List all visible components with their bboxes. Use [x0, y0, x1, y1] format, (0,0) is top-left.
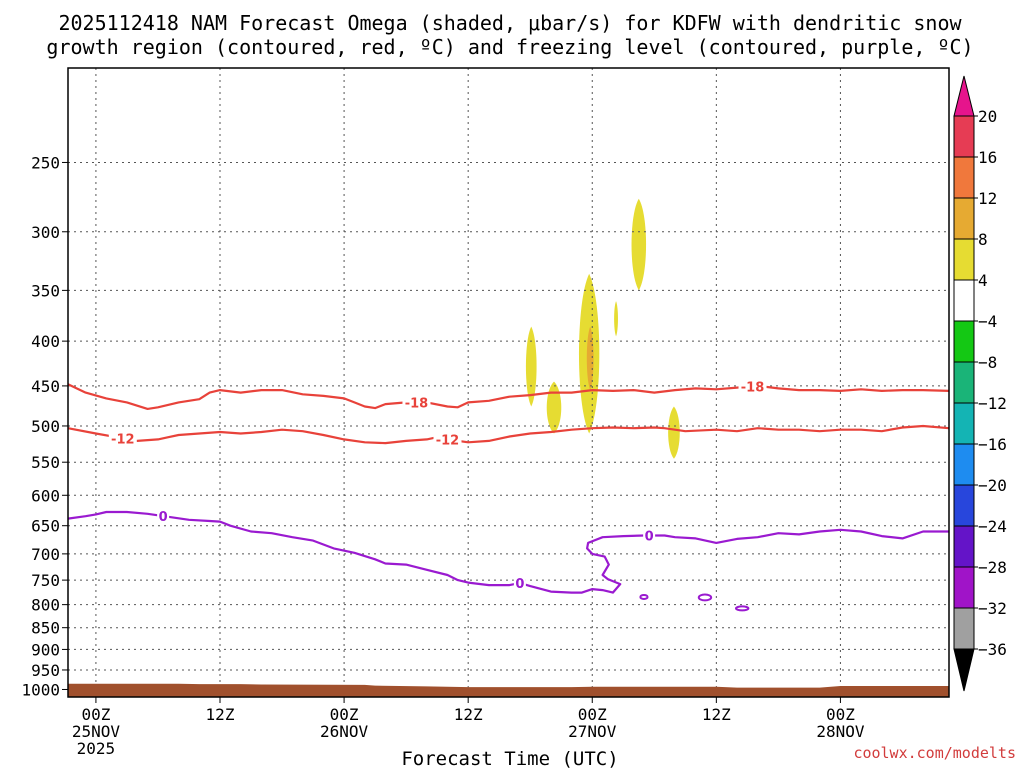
terrain-layer: [68, 683, 949, 697]
freezing-level-contour-label-bg-0: [157, 508, 170, 525]
y-tick-label-300: 300: [31, 223, 60, 242]
colorbar-band-4: [953, 279, 975, 322]
x-axis-label: Forecast Time (UTC): [401, 748, 618, 768]
minus-18-contour-label-0: -18: [405, 396, 429, 411]
colorbar-label-10: −24: [978, 517, 1007, 536]
y-tick-label-250: 250: [31, 153, 60, 172]
y-tick-label-650: 650: [31, 517, 60, 536]
omega-blob-2: [546, 381, 562, 434]
colorbar-band-0: [953, 115, 975, 158]
colorbar-band-6: [953, 361, 975, 404]
x-tick-label-48: 00Z: [578, 705, 607, 724]
y-tick-label-850: 850: [31, 619, 60, 638]
colorbar-band-5: [953, 320, 975, 363]
contour-layer: -18 -18 -12 -12 0 0 0: [67, 378, 950, 612]
freezing-level-contour-label-1: 0: [515, 577, 524, 592]
colorbar-band-2: [953, 197, 975, 240]
x-tick-date-24: 26NOV: [320, 722, 369, 741]
colorbar-label-0: 20: [978, 107, 997, 126]
colorbar-label-13: −36: [978, 640, 1007, 659]
colorbar-band-1: [953, 156, 975, 199]
colorbar-label-1: 16: [978, 148, 997, 167]
x-tick-year-0: 2025: [77, 739, 116, 758]
freezing-level-contour-label-2: 0: [645, 530, 654, 545]
colorbar-band-11: [953, 566, 975, 609]
minus-18-contour: [67, 383, 950, 410]
terrain-fill: [68, 683, 949, 697]
y-tick-label-900: 900: [31, 640, 60, 659]
y-tick-label-700: 700: [31, 545, 60, 564]
freezing-level-contour-label-0: 0: [159, 510, 168, 525]
omega-blob-6: [631, 198, 647, 291]
colorbar-band-9: [953, 484, 975, 527]
colorbar-band-3: [953, 238, 975, 281]
minus-18-contour-label-1: -18: [741, 380, 765, 395]
x-tick-label-72: 00Z: [826, 705, 855, 724]
x-tick-date-48: 27NOV: [568, 722, 617, 741]
minus-12-contour-label-bg-1: [433, 431, 462, 448]
colorbar-label-12: −32: [978, 599, 1007, 618]
x-tick-label-24: 00Z: [330, 705, 359, 724]
chart-title-line-2: growth region (contoured, red, ºC) and f…: [46, 35, 973, 59]
freezing-level-contour: [67, 510, 949, 594]
freezing-level-contour-label-bg-1: [513, 575, 526, 592]
colorbar-band-10: [953, 525, 975, 568]
freezing-level-island-3: [734, 605, 750, 612]
y-tick-label-500: 500: [31, 417, 60, 436]
x-tick-label-60: 12Z: [702, 705, 731, 724]
colorbar-label-8: −16: [978, 435, 1007, 454]
colorbar-label-5: −4: [978, 312, 997, 331]
colorbar-band-8: [953, 443, 975, 486]
colorbar-label-9: −20: [978, 476, 1007, 495]
omega-blob-1: [525, 326, 537, 407]
y-tick-label-750: 750: [31, 571, 60, 590]
freezing-level-island-1: [639, 593, 649, 600]
y-tick-label-950: 950: [31, 661, 60, 680]
minus-12-contour-label-1: -12: [436, 433, 460, 448]
minus-12-contour-label-bg-0: [108, 430, 137, 447]
x-tick-label-36: 12Z: [454, 705, 483, 724]
y-tick-label-550: 550: [31, 453, 60, 472]
colorbar-label-6: −8: [978, 353, 997, 372]
colorbar: 20 16 12 8 4 −4 −8 −12 −16 −20 −24 −28 −32 −36: [953, 75, 1007, 692]
minus-18-contour-label-bg-1: [738, 378, 767, 395]
x-tick-date-0: 25NOV: [72, 722, 121, 741]
colorbar-top-arrow: [953, 75, 975, 117]
source-credit: coolwx.com/modelts: [853, 744, 1016, 762]
y-tick-label-600: 600: [31, 486, 60, 505]
grid-lines: [68, 68, 949, 697]
freezing-level-island-2: [697, 593, 713, 602]
y-tick-label-1000: 1000: [21, 680, 60, 699]
omega-shading-layer: [525, 198, 680, 459]
colorbar-band-12: [953, 607, 975, 650]
y-tick-label-400: 400: [31, 332, 60, 351]
y-tick-label-800: 800: [31, 596, 60, 615]
minus-18-contour-label-bg-0: [402, 394, 431, 411]
x-tick-date-72: 28NOV: [816, 722, 865, 741]
colorbar-band-7: [953, 402, 975, 445]
colorbar-label-3: 8: [978, 230, 988, 249]
y-tick-label-450: 450: [31, 377, 60, 396]
x-tick-label-0: 00Z: [81, 705, 110, 724]
colorbar-label-4: 4: [978, 271, 988, 290]
freezing-level-contour-label-bg-2: [643, 527, 656, 544]
minus-12-contour-label-0: -12: [111, 432, 135, 447]
colorbar-label-2: 12: [978, 189, 997, 208]
y-tick-label-350: 350: [31, 281, 60, 300]
colorbar-bottom-arrow: [953, 648, 975, 692]
y-axis-ticks: 250 300 350 400 450 500 550 600 650 700 750 800 850 9…: [21, 153, 68, 699]
colorbar-label-11: −28: [978, 558, 1007, 577]
colorbar-label-7: −12: [978, 394, 1007, 413]
x-tick-label-12: 12Z: [206, 705, 235, 724]
plot-frame: [67, 67, 950, 698]
omega-blob-5: [614, 301, 618, 337]
minus-12-contour: [67, 424, 950, 445]
chart-title-line-1: 2025112418 NAM Forecast Omega (shaded, μ…: [58, 11, 962, 35]
omega-blob-7: [668, 406, 680, 459]
